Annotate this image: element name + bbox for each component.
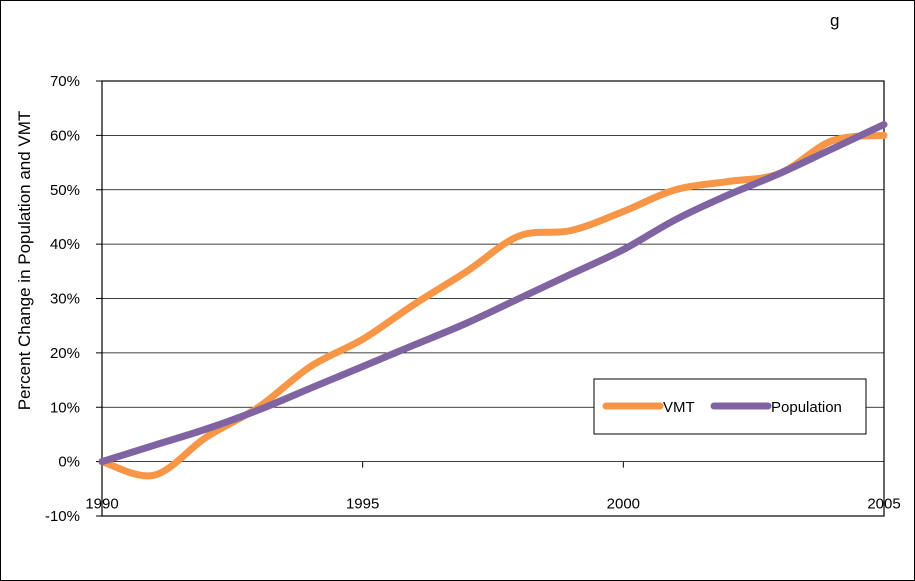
series-line-population	[98, 121, 888, 466]
y-tick-label: -10%	[45, 508, 80, 525]
y-tick-label: 60%	[50, 127, 80, 144]
axis-ticks: -10% 0% 10% 20% 30% 40% 50% 60% 70% 1990 1995 2000 2…	[45, 73, 901, 525]
y-axis-title: Percent Change in Population and VMT	[15, 111, 34, 411]
x-tick-label: 1990	[85, 496, 118, 513]
y-tick-label: 20%	[50, 345, 80, 362]
y-tick-label: 50%	[50, 182, 80, 199]
x-tick-label: 2005	[867, 496, 900, 513]
y-tick-label: 70%	[50, 73, 80, 90]
y-tick-label: 40%	[50, 236, 80, 253]
legend: VMT Population	[593, 378, 867, 435]
y-tick-label: 30%	[50, 291, 80, 308]
legend-label-population: Population	[771, 399, 842, 416]
chart-title: g	[830, 11, 839, 30]
legend-label-vmt: VMT	[663, 399, 695, 416]
y-tick-label: 0%	[58, 454, 80, 471]
x-tick-label: 2000	[607, 496, 640, 513]
series-lines	[98, 121, 888, 480]
y-tick-label: 10%	[50, 399, 80, 416]
x-tick-label: 1995	[346, 496, 379, 513]
